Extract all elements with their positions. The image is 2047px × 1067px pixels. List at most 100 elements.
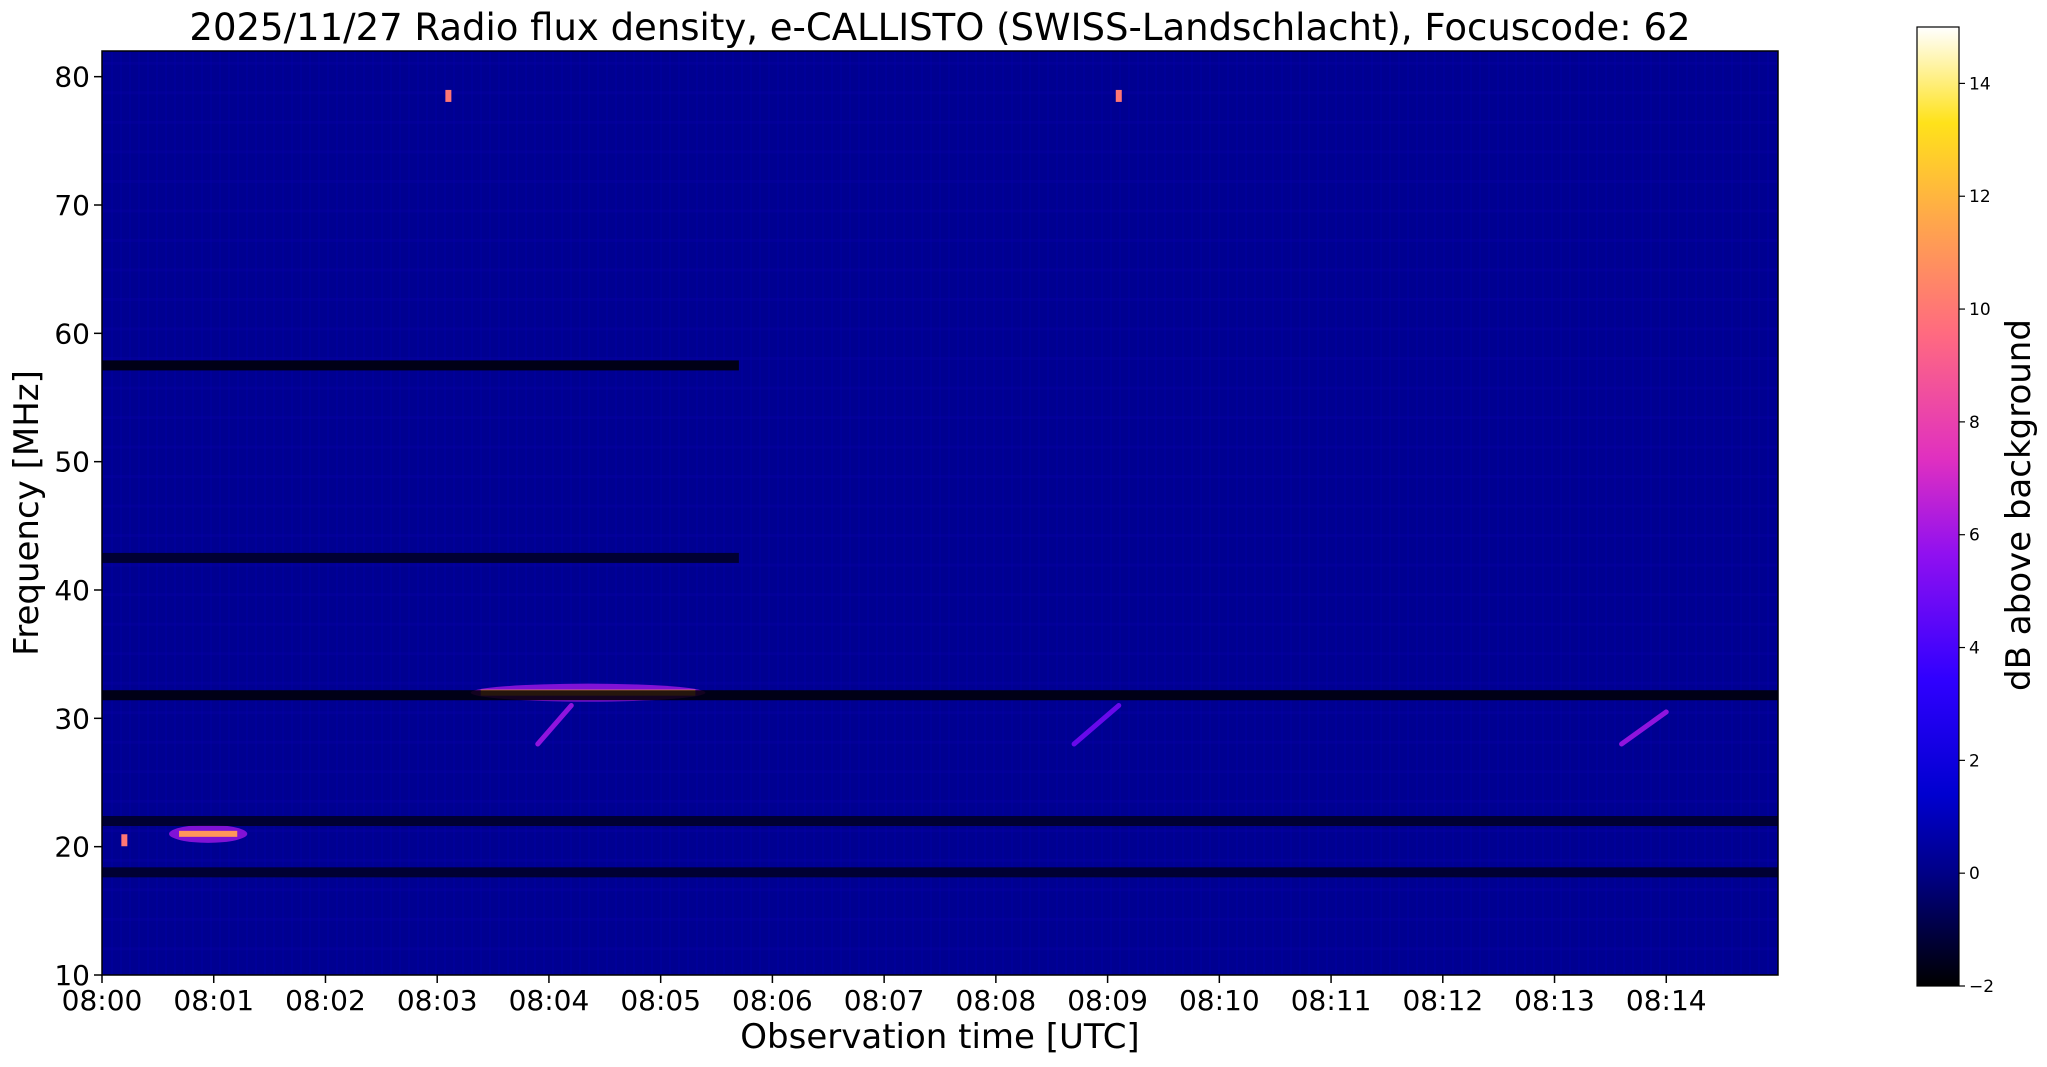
dark-band bbox=[102, 360, 739, 371]
texture-band bbox=[102, 416, 1778, 420]
texture-stripe bbox=[1182, 51, 1184, 975]
texture-stripe bbox=[1209, 51, 1211, 975]
texture-stripe bbox=[993, 51, 995, 975]
texture-stripe bbox=[309, 51, 311, 975]
texture-stripe bbox=[1137, 51, 1139, 975]
y-tick-label: 10 bbox=[54, 959, 90, 992]
texture-band bbox=[102, 947, 1778, 951]
texture-stripe bbox=[390, 51, 392, 975]
texture-stripe bbox=[354, 51, 356, 975]
texture-stripe bbox=[1452, 51, 1454, 975]
texture-stripe bbox=[966, 51, 968, 975]
texture-stripe bbox=[1173, 51, 1175, 975]
texture-stripe bbox=[1587, 51, 1589, 975]
texture-stripe bbox=[777, 51, 779, 975]
texture-stripe bbox=[1722, 51, 1724, 975]
texture-stripe bbox=[444, 51, 446, 975]
texture-stripe bbox=[975, 51, 977, 975]
texture-stripe bbox=[165, 51, 167, 975]
texture-stripe bbox=[822, 51, 824, 975]
texture-stripe bbox=[1515, 51, 1517, 975]
texture-stripe bbox=[1605, 51, 1607, 975]
dark-band bbox=[102, 867, 1778, 878]
texture-band bbox=[102, 357, 1778, 360]
texture-stripe bbox=[237, 51, 239, 975]
texture-stripe bbox=[624, 51, 626, 975]
texture-band bbox=[102, 534, 1778, 538]
texture-stripe bbox=[1092, 51, 1094, 975]
dark-band bbox=[102, 816, 1778, 826]
texture-stripe bbox=[201, 51, 203, 975]
texture-stripe bbox=[1290, 51, 1292, 975]
texture-band bbox=[102, 770, 1778, 774]
texture-stripe bbox=[1326, 51, 1328, 975]
x-tick-label: 08:01 bbox=[173, 984, 254, 1017]
texture-stripe bbox=[1479, 51, 1481, 975]
texture-stripe bbox=[1164, 51, 1166, 975]
texture-band bbox=[102, 91, 1778, 95]
texture-stripe bbox=[1398, 51, 1400, 975]
texture-stripe bbox=[1767, 51, 1769, 975]
texture-stripe bbox=[192, 51, 194, 975]
texture-stripe bbox=[1056, 51, 1058, 975]
texture-stripe bbox=[282, 51, 284, 975]
colorbar-tick-label: 8 bbox=[1969, 413, 1980, 433]
texture-stripe bbox=[1758, 51, 1760, 975]
texture-stripe bbox=[606, 51, 608, 975]
texture-stripe bbox=[534, 51, 536, 975]
texture-stripe bbox=[1101, 51, 1103, 975]
colorbar-tick-label: 4 bbox=[1969, 639, 1980, 659]
colorbar-gradient bbox=[1916, 26, 1960, 987]
texture-stripe bbox=[1362, 51, 1364, 975]
texture-stripe bbox=[1038, 51, 1040, 975]
texture-band bbox=[102, 209, 1778, 213]
texture-band bbox=[102, 711, 1778, 715]
texture-stripe bbox=[1074, 51, 1076, 975]
texture-stripe bbox=[930, 51, 932, 975]
texture-band bbox=[102, 829, 1778, 833]
texture-band bbox=[102, 327, 1778, 331]
burst-spot bbox=[1115, 89, 1122, 102]
texture-band bbox=[102, 888, 1778, 892]
x-tick-label: 08:05 bbox=[620, 984, 701, 1017]
texture-stripe bbox=[732, 51, 734, 975]
texture-band bbox=[102, 681, 1778, 685]
texture-stripe bbox=[453, 51, 455, 975]
x-tick-label: 08:06 bbox=[732, 984, 813, 1017]
texture-stripe bbox=[669, 51, 671, 975]
texture-stripe bbox=[1146, 51, 1148, 975]
drift-burst bbox=[1619, 709, 1669, 747]
texture-stripe bbox=[183, 51, 185, 975]
texture-stripe bbox=[1434, 51, 1436, 975]
texture-stripe bbox=[1551, 51, 1553, 975]
texture-stripe bbox=[1218, 51, 1220, 975]
texture-stripe bbox=[246, 51, 248, 975]
texture-stripe bbox=[264, 51, 266, 975]
x-tick-label: 08:14 bbox=[1626, 984, 1707, 1017]
texture-stripe bbox=[1155, 51, 1157, 975]
texture-band bbox=[102, 386, 1778, 390]
texture-stripe bbox=[714, 51, 716, 975]
texture-stripe bbox=[1416, 51, 1418, 975]
dark-band bbox=[102, 552, 739, 563]
texture-stripe bbox=[984, 51, 986, 975]
texture-stripe bbox=[525, 51, 527, 975]
texture-stripe bbox=[1659, 51, 1661, 975]
texture-stripe bbox=[489, 51, 491, 975]
texture-stripe bbox=[768, 51, 770, 975]
texture-stripe bbox=[858, 51, 860, 975]
texture-stripe bbox=[1119, 51, 1121, 975]
texture-stripe bbox=[741, 51, 743, 975]
texture-stripe bbox=[462, 51, 464, 975]
texture-band bbox=[102, 445, 1778, 449]
texture-stripe bbox=[1497, 51, 1499, 975]
drift-burst bbox=[535, 703, 574, 747]
spectrogram-texture bbox=[102, 51, 1778, 975]
texture-stripe bbox=[1470, 51, 1472, 975]
texture-band bbox=[102, 268, 1778, 272]
texture-stripe bbox=[174, 51, 176, 975]
texture-stripe bbox=[1227, 51, 1229, 975]
texture-stripe bbox=[471, 51, 473, 975]
texture-stripe bbox=[1344, 51, 1346, 975]
colorbar-tick-label: −2 bbox=[1969, 977, 1994, 997]
